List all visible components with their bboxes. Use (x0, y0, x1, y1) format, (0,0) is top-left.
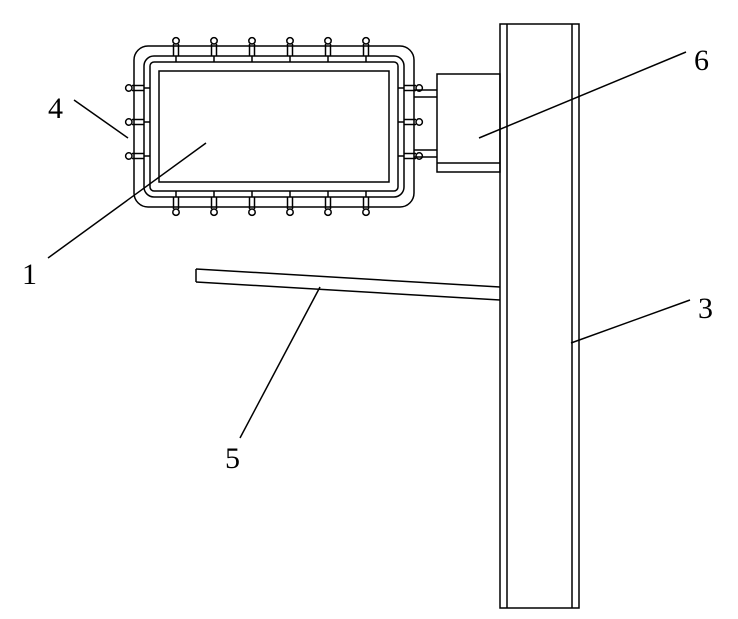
label-5: 5 (225, 442, 240, 476)
label-1: 1 (22, 258, 37, 292)
label-3: 3 (698, 292, 713, 326)
label-6: 6 (694, 44, 709, 78)
label-4: 4 (48, 92, 63, 126)
